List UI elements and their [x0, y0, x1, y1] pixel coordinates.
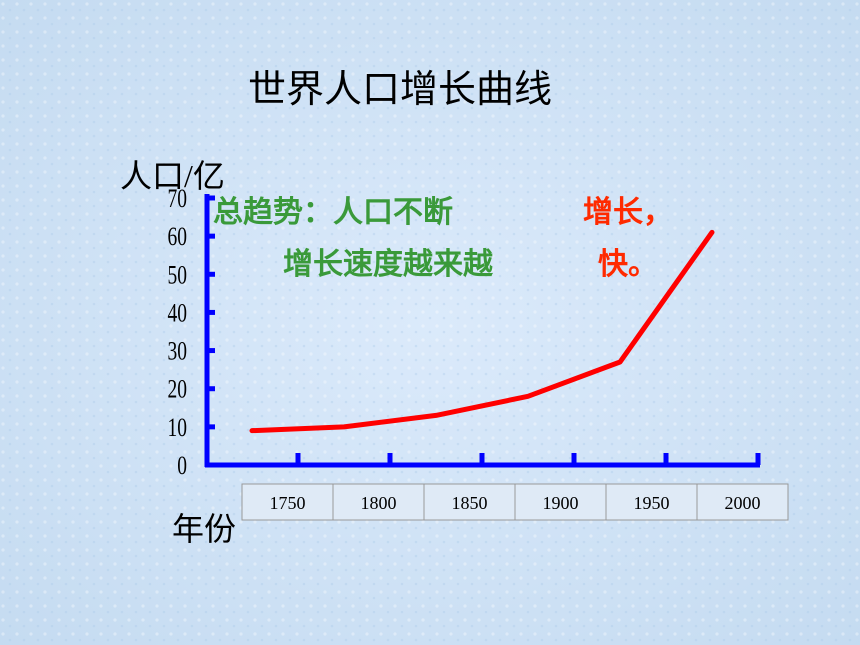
x-axis-label: 年份 — [172, 511, 236, 547]
annotation: 增长速度越来越 — [283, 247, 494, 282]
chart-title: 世界人口增长曲线 — [248, 69, 552, 111]
x-label-cell — [332, 483, 425, 521]
annotation: 快。 — [598, 247, 658, 282]
x-tick-label: 1900 — [543, 493, 579, 513]
annotation: 增长， — [583, 195, 673, 230]
y-tick-label: 30 — [168, 337, 187, 365]
x-label-cell — [696, 483, 789, 521]
x-tick-label: 1750 — [270, 493, 306, 513]
x-label-cell — [514, 483, 607, 521]
y-tick-label: 40 — [168, 299, 187, 327]
y-tick-label: 0 — [177, 451, 187, 479]
y-tick-label: 10 — [168, 413, 187, 441]
x-tick-label: 1800 — [361, 493, 397, 513]
y-tick-label: 60 — [168, 223, 187, 251]
x-tick-label: 1950 — [634, 493, 670, 513]
y-tick-label: 20 — [168, 375, 187, 403]
x-label-cell — [423, 483, 516, 521]
annotation: 总趋势：人口不断 — [213, 195, 453, 230]
y-tick-label: 70 — [168, 184, 187, 212]
x-tick-label: 1850 — [452, 493, 488, 513]
y-tick-label: 50 — [168, 261, 187, 289]
x-label-cell — [605, 483, 698, 521]
data-line — [249, 229, 715, 434]
plot: 0 10 20 30 40 50 60 70 1750 1800 1850 1900 1950 2000 — [168, 184, 789, 521]
x-label-cell — [241, 483, 334, 521]
x-tick-label: 2000 — [725, 493, 761, 513]
y-axis-label: 人口/亿 — [120, 158, 225, 194]
